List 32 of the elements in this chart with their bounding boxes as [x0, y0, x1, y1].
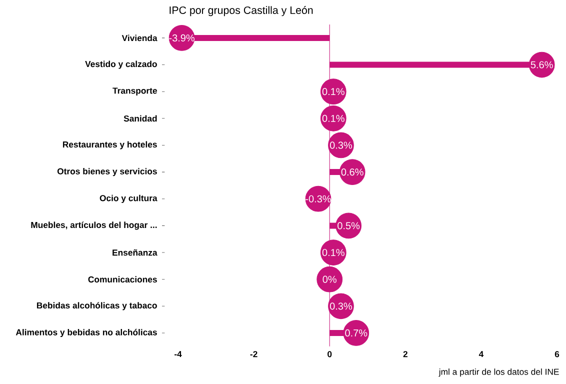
y-tick-label: Vestido y calzado — [85, 60, 157, 69]
y-tick-label: Alimentos y bebidas no alchólicas — [16, 328, 157, 338]
data-label: -0.3% — [306, 195, 331, 202]
data-label: 0.3% — [330, 142, 352, 149]
data-label: 5.6% — [530, 61, 553, 68]
x-tick-label: 0 — [328, 351, 332, 358]
data-label: 0% — [322, 276, 336, 283]
y-tick-label: Transporte — [112, 88, 157, 96]
y-tick-label: Vivienda — [122, 34, 158, 42]
data-label: -3.9% — [169, 34, 194, 42]
y-tick-label: Ocio y cultura — [100, 194, 158, 203]
y-tick-label: Muebles, artículos del hogar ... — [31, 222, 157, 230]
x-tick-label: 6 — [554, 351, 560, 358]
x-tick-label: 4 — [478, 351, 484, 358]
data-label: 0.1% — [322, 88, 344, 96]
chart-title: IPC por grupos Castilla y León — [170, 6, 313, 16]
data-label: 0.5% — [338, 222, 360, 230]
x-tick-label: -4 — [174, 351, 182, 358]
y-tick-label: Sanidad — [124, 115, 157, 122]
y-tick-label: Comunicaciones — [88, 276, 157, 283]
data-label: 0.3% — [330, 302, 352, 310]
data-label: 0.1% — [322, 248, 344, 256]
x-tick-label: -2 — [250, 351, 258, 358]
y-tick-label: Restaurantes y hoteles — [62, 141, 157, 150]
y-tick-label: Bebidas alcohólicas y tabaco — [36, 302, 157, 310]
y-tick-label: Otros bienes y servicios — [57, 168, 157, 176]
data-label: 0.1% — [322, 114, 344, 122]
data-label: 0.7% — [345, 329, 368, 337]
x-tick-label: 2 — [403, 351, 408, 358]
data-label: 0.6% — [341, 168, 364, 176]
y-tick-label: Enseñanza — [112, 249, 158, 256]
text: jml a partir de los datos del INE — [438, 368, 559, 377]
